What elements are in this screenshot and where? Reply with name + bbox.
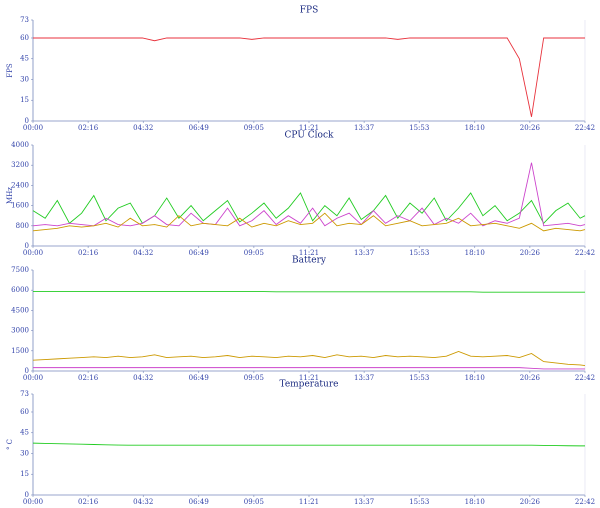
- x-tick-label: 13:37: [354, 374, 374, 382]
- x-tick-label: 22:42: [575, 124, 595, 132]
- x-tick-label: 00:00: [23, 498, 43, 506]
- y-tick-label: 6000: [11, 286, 29, 294]
- x-tick-label: 22:42: [575, 374, 595, 382]
- x-tick-label: 02:16: [78, 249, 99, 257]
- x-tick-label: 02:16: [78, 124, 99, 132]
- x-tick-label: 00:00: [23, 124, 43, 132]
- y-tick-label: 3000: [11, 327, 29, 335]
- series-line: [33, 37, 585, 117]
- x-tick-label: 04:32: [133, 124, 153, 132]
- y-tick-label: 7500: [11, 266, 29, 274]
- series-line: [32, 442, 585, 447]
- y-tick-label: 73: [20, 390, 29, 398]
- x-tick-label: 09:05: [244, 374, 264, 382]
- x-tick-label: 15:53: [409, 498, 429, 506]
- x-tick-label: 00:00: [23, 249, 43, 257]
- series-line: [33, 367, 585, 370]
- y-tick-label: 15: [20, 96, 29, 104]
- x-tick-label: 04:32: [133, 374, 153, 382]
- y-tick-label: 45: [20, 55, 29, 63]
- x-tick-label: 11:21: [299, 249, 319, 257]
- chart-title: Temperature: [280, 380, 339, 390]
- x-tick-label: 22:42: [575, 498, 595, 506]
- y-tick-label: 4000: [11, 141, 29, 149]
- y-axis-label: ° C: [6, 439, 14, 450]
- y-tick-label: 1500: [11, 347, 29, 355]
- y-tick-label: 2400: [11, 181, 29, 189]
- y-tick-label: 0: [25, 117, 29, 125]
- x-tick-label: 06:49: [189, 249, 209, 257]
- x-tick-label: 15:53: [409, 124, 429, 132]
- y-tick-label: 30: [20, 449, 29, 457]
- series-line: [32, 192, 586, 225]
- x-tick-label: 18:10: [465, 249, 485, 257]
- x-tick-label: 11:21: [299, 498, 319, 506]
- y-axis-label: MHz: [6, 187, 14, 204]
- x-tick-label: 09:05: [244, 498, 264, 506]
- y-axis-label: FPS: [6, 63, 14, 78]
- x-tick-label: 09:05: [244, 249, 264, 257]
- y-tick-label: 0: [25, 242, 29, 250]
- chart-title: CPU Clock: [285, 131, 334, 141]
- y-tick-label: 30: [20, 75, 29, 83]
- x-tick-label: 20:26: [520, 498, 541, 506]
- series-line: [33, 291, 585, 293]
- y-tick-label: 60: [20, 34, 29, 42]
- y-tick-label: 15: [20, 470, 29, 478]
- x-tick-label: 09:05: [244, 124, 264, 132]
- x-tick-label: 18:10: [465, 498, 485, 506]
- y-tick-label: 800: [16, 222, 29, 230]
- x-tick-label: 15:53: [409, 374, 429, 382]
- x-tick-label: 11:21: [299, 124, 319, 132]
- series-line: [32, 350, 586, 367]
- y-tick-label: 4500: [11, 306, 29, 314]
- y-tick-label: 0: [25, 367, 29, 375]
- x-tick-label: 13:37: [354, 249, 374, 257]
- x-tick-label: 04:32: [133, 498, 153, 506]
- x-tick-label: 11:21: [299, 374, 319, 382]
- series-line: [32, 212, 586, 232]
- x-tick-label: 20:26: [520, 374, 541, 382]
- x-tick-label: 13:37: [354, 124, 374, 132]
- x-tick-label: 18:10: [465, 374, 485, 382]
- x-tick-label: 20:26: [520, 249, 541, 257]
- y-tick-label: 1600: [11, 202, 29, 210]
- y-tick-label: 73: [20, 16, 29, 24]
- x-tick-label: 15:53: [409, 249, 429, 257]
- x-tick-label: 00:00: [23, 374, 43, 382]
- x-tick-label: 04:32: [133, 249, 153, 257]
- series-line: [32, 162, 586, 227]
- x-tick-label: 06:49: [189, 124, 209, 132]
- y-tick-label: 0: [25, 491, 29, 499]
- x-tick-label: 22:42: [575, 249, 595, 257]
- x-tick-label: 13:37: [354, 498, 374, 506]
- y-tick-label: 60: [20, 408, 29, 416]
- chart-title: FPS: [300, 6, 318, 16]
- x-tick-label: 02:16: [78, 498, 99, 506]
- x-tick-label: 06:49: [189, 498, 209, 506]
- x-tick-label: 02:16: [78, 374, 99, 382]
- y-tick-label: 3200: [11, 161, 29, 169]
- x-tick-label: 06:49: [189, 374, 209, 382]
- x-tick-label: 18:10: [465, 124, 485, 132]
- y-tick-label: 45: [20, 429, 29, 437]
- chart-title: Battery: [292, 256, 327, 266]
- x-tick-label: 20:26: [520, 124, 541, 132]
